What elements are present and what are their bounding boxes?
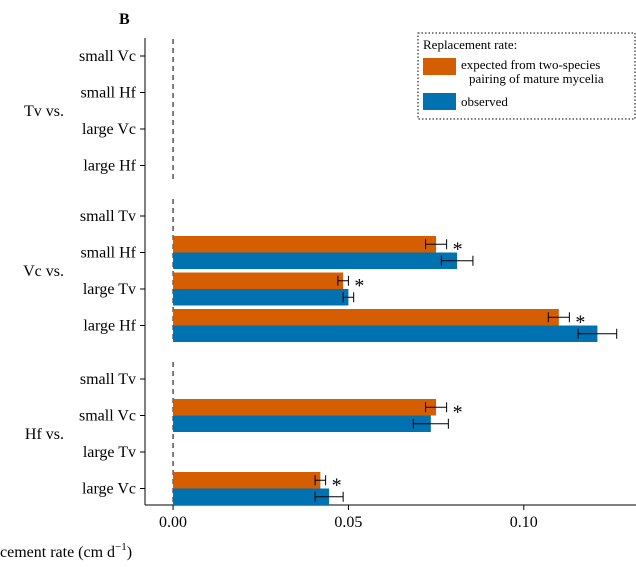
significance-marker: *	[453, 402, 463, 424]
bar-expected	[173, 309, 559, 326]
legend-label-expected-line2: pairing of mature mycelia	[469, 71, 604, 86]
x-axis-title: cement rate (cm d−1)	[0, 541, 132, 561]
group-label: Vc vs.	[23, 263, 64, 280]
x-tick-label: 0.00	[159, 514, 187, 531]
legend-label-observed: observed	[461, 94, 508, 109]
row-label: large Tv	[83, 281, 136, 298]
legend-title: Replacement rate:	[423, 37, 517, 52]
x-tick-label: 0.05	[334, 514, 362, 531]
bar-observed	[173, 415, 431, 432]
group-label: Tv vs.	[24, 103, 64, 120]
row-label: large Hf	[83, 318, 136, 335]
bar-observed	[173, 252, 458, 269]
bar-expected	[173, 272, 344, 289]
row-label: large Vc	[82, 481, 136, 498]
panel-label: B	[119, 11, 130, 28]
bars: * * * * *	[173, 236, 618, 505]
bar-observed	[173, 325, 598, 342]
row-label: large Vc	[82, 121, 136, 138]
row-label: large Tv	[83, 444, 136, 461]
row-labels: small Vc small Hf large Vc large Hf small Tv…	[79, 48, 145, 498]
significance-marker: *	[575, 312, 585, 334]
row-label: small Vc	[79, 48, 136, 65]
legend-swatch-observed	[423, 93, 456, 110]
row-label: large Hf	[83, 158, 136, 175]
row-label: small Hf	[80, 85, 136, 102]
bar-observed	[173, 289, 349, 306]
row-label: small Hf	[80, 245, 136, 262]
bar-expected	[173, 472, 321, 489]
significance-marker: *	[453, 239, 463, 261]
group-labels: Tv vs. Vc vs. Hf vs.	[23, 103, 64, 443]
row-label: small Tv	[80, 371, 136, 388]
legend-label-expected-line1: expected from two-species	[461, 57, 600, 72]
x-tick-label: 0.10	[510, 514, 538, 531]
bar-expected	[173, 399, 437, 416]
group-label: Hf vs.	[25, 426, 64, 443]
legend-swatch-expected	[423, 58, 456, 75]
bar-expected	[173, 236, 437, 253]
legend: Replacement rate: expected from two-spec…	[417, 32, 636, 120]
significance-marker: *	[332, 475, 342, 497]
significance-marker: *	[354, 275, 364, 297]
bar-observed	[173, 488, 330, 505]
x-axis-ticks: 0.00 0.05 0.10	[159, 505, 538, 531]
row-label: small Tv	[80, 208, 136, 225]
row-label: small Vc	[79, 408, 136, 425]
